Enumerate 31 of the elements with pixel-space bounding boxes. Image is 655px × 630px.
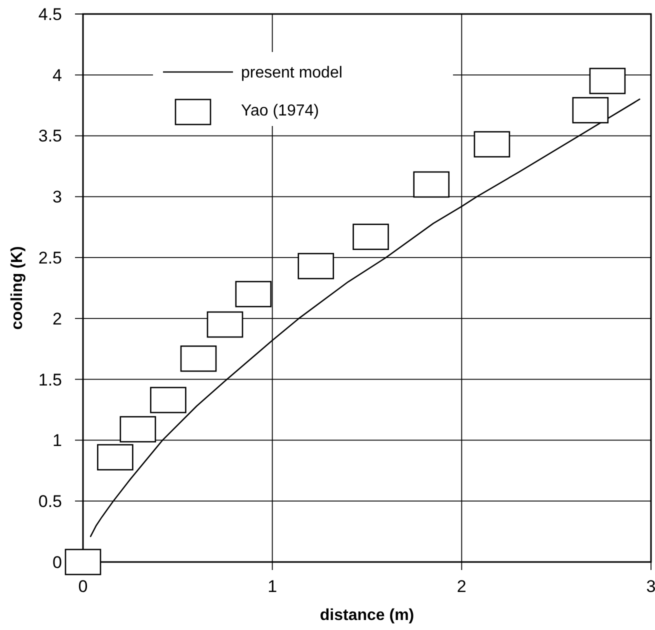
legend-label: Yao (1974): [241, 102, 319, 120]
point: [413, 171, 450, 198]
point: [206, 311, 244, 338]
point: [64, 548, 102, 576]
point: [474, 131, 510, 158]
x-tick-label: 1: [268, 577, 278, 596]
x-tick-label: 0: [78, 577, 88, 596]
x-tick-label: 3: [646, 577, 655, 596]
x-tick-label: 2: [456, 577, 466, 596]
y-tick-label: 4: [52, 66, 62, 85]
point: [572, 97, 609, 124]
y-tick-label: 4.5: [38, 4, 62, 24]
y-tick-label: 3: [52, 188, 62, 207]
y-tick-label: 1.5: [38, 370, 62, 390]
y-tick-label: 3.5: [38, 126, 62, 146]
point: [298, 252, 334, 280]
point: [180, 345, 217, 372]
y-tick-label: 2.5: [38, 248, 62, 268]
point: [235, 280, 272, 308]
point: [97, 444, 134, 470]
point: [352, 224, 389, 250]
x-axis-title: distance (m): [320, 607, 414, 624]
point: [589, 68, 626, 94]
y-tick-label: 2: [52, 309, 62, 328]
legend-label: present model: [241, 64, 342, 82]
y-tick-label: 0: [52, 552, 62, 572]
point: [120, 416, 156, 442]
y-tick-label: 0.5: [38, 492, 62, 512]
y-axis-title: cooling (K): [9, 246, 26, 330]
point: [150, 386, 186, 414]
y-tick-label: 1: [52, 431, 62, 450]
